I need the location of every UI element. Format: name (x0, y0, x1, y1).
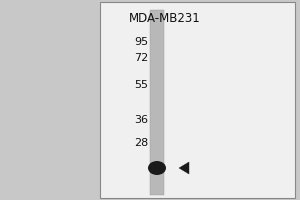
Text: 28: 28 (134, 138, 148, 148)
Text: MDA-MB231: MDA-MB231 (129, 12, 201, 25)
Bar (100, 2, 295, 198)
Text: 55: 55 (134, 80, 148, 90)
Text: 36: 36 (134, 115, 148, 125)
Text: 95: 95 (134, 37, 148, 47)
Bar (150, 10, 164, 195)
Polygon shape (179, 162, 189, 174)
Ellipse shape (148, 161, 166, 175)
Text: 72: 72 (134, 53, 148, 63)
